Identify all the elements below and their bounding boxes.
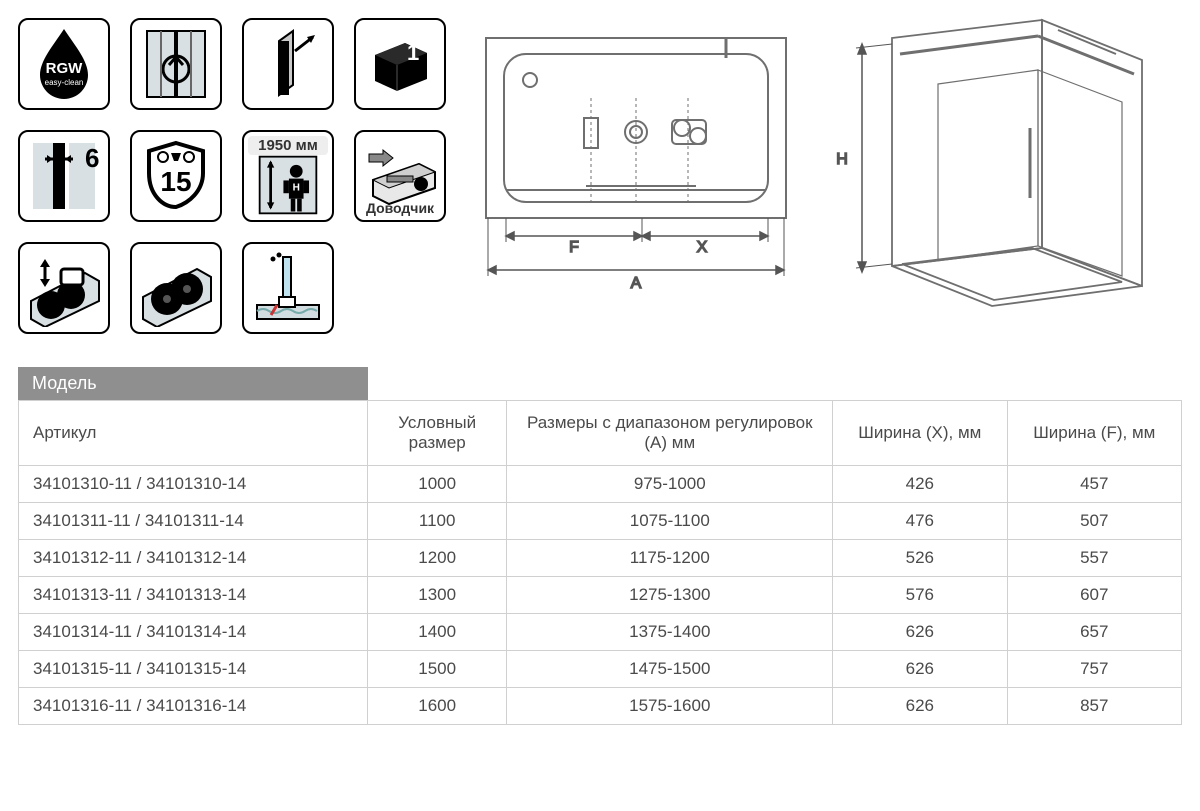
table-cell: 526 xyxy=(833,540,1007,577)
table-cell: 1300 xyxy=(367,577,507,614)
drip-seal-icon xyxy=(242,242,334,334)
svg-text:6: 6 xyxy=(85,143,99,173)
svg-text:1: 1 xyxy=(407,40,419,65)
table-cell: 557 xyxy=(1007,540,1181,577)
table-row: 34101314-11 / 34101314-1414001375-140062… xyxy=(19,614,1182,651)
package-count-icon: 1 xyxy=(354,18,446,110)
svg-text:H: H xyxy=(293,182,300,193)
svg-text:A: A xyxy=(631,275,642,292)
table-row: 34101316-11 / 34101316-1416001575-160062… xyxy=(19,688,1182,725)
col-article: Артикул xyxy=(19,401,368,466)
table-cell: 1500 xyxy=(367,651,507,688)
table-cell: 507 xyxy=(1007,503,1181,540)
height-label: 1950 мм xyxy=(248,136,328,155)
table-row: 34101315-11 / 34101315-1415001475-150062… xyxy=(19,651,1182,688)
glass-thickness-icon: 6 xyxy=(18,130,110,222)
height-icon: 1950 мм H xyxy=(242,130,334,222)
col-width-x: Ширина (Х), мм xyxy=(833,401,1007,466)
technical-diagrams: F X A xyxy=(476,18,1182,334)
svg-text:15: 15 xyxy=(160,166,191,197)
table-cell: 1175-1200 xyxy=(507,540,833,577)
easy-clean-icon: RGW easy-clean xyxy=(18,18,110,110)
top-view-diagram: F X A xyxy=(476,18,806,298)
table-cell: 1000 xyxy=(367,466,507,503)
table-cell: 426 xyxy=(833,466,1007,503)
table-cell: 757 xyxy=(1007,651,1181,688)
table-cell: 1475-1500 xyxy=(507,651,833,688)
spec-table-section: Модель Артикул Условный размер Размеры с… xyxy=(18,359,1182,725)
table-header-row: Артикул Условный размер Размеры с диапаз… xyxy=(19,401,1182,466)
adjustable-roller-icon xyxy=(18,242,110,334)
door-release-icon xyxy=(130,18,222,110)
table-cell: 34101311-11 / 34101311-14 xyxy=(19,503,368,540)
spec-table: Артикул Условный размер Размеры с диапаз… xyxy=(18,400,1182,725)
table-cell: 626 xyxy=(833,688,1007,725)
table-cell: 857 xyxy=(1007,688,1181,725)
soft-closer-icon: Доводчик xyxy=(354,130,446,222)
table-cell: 626 xyxy=(833,651,1007,688)
table-cell: 1100 xyxy=(367,503,507,540)
closer-label: Доводчик xyxy=(356,200,444,216)
table-cell: 576 xyxy=(833,577,1007,614)
svg-text:H: H xyxy=(836,151,848,168)
col-width-f: Ширина (F), мм xyxy=(1007,401,1181,466)
table-cell: 1075-1100 xyxy=(507,503,833,540)
svg-text:RGW: RGW xyxy=(46,60,84,77)
table-cell: 34101315-11 / 34101315-14 xyxy=(19,651,368,688)
model-header: Модель xyxy=(18,367,368,400)
table-cell: 34101310-11 / 34101310-14 xyxy=(19,466,368,503)
table-cell: 975-1000 xyxy=(507,466,833,503)
col-nominal: Условный размер xyxy=(367,401,507,466)
table-cell: 34101316-11 / 34101316-14 xyxy=(19,688,368,725)
svg-text:easy-clean: easy-clean xyxy=(45,78,84,87)
table-cell: 626 xyxy=(833,614,1007,651)
feature-icons-grid: RGW easy-clean xyxy=(18,18,446,334)
table-cell: 607 xyxy=(1007,577,1181,614)
col-range: Размеры с диапазоном регулировок (А) мм xyxy=(507,401,833,466)
svg-text:X: X xyxy=(697,239,708,256)
table-cell: 34101312-11 / 34101312-14 xyxy=(19,540,368,577)
table-cell: 1600 xyxy=(367,688,507,725)
svg-text:F: F xyxy=(569,239,579,256)
profile-icon xyxy=(242,18,334,110)
table-cell: 1400 xyxy=(367,614,507,651)
table-cell: 657 xyxy=(1007,614,1181,651)
table-cell: 457 xyxy=(1007,466,1181,503)
table-row: 34101310-11 / 34101310-141000975-1000426… xyxy=(19,466,1182,503)
table-cell: 1275-1300 xyxy=(507,577,833,614)
table-cell: 34101314-11 / 34101314-14 xyxy=(19,614,368,651)
iso-view-diagram: H xyxy=(822,18,1152,318)
table-cell: 1375-1400 xyxy=(507,614,833,651)
table-cell: 34101313-11 / 34101313-14 xyxy=(19,577,368,614)
table-cell: 476 xyxy=(833,503,1007,540)
table-cell: 1575-1600 xyxy=(507,688,833,725)
table-row: 34101312-11 / 34101312-1412001175-120052… xyxy=(19,540,1182,577)
table-cell: 1200 xyxy=(367,540,507,577)
table-row: 34101313-11 / 34101313-1413001275-130057… xyxy=(19,577,1182,614)
warranty-icon: 15 xyxy=(130,130,222,222)
table-row: 34101311-11 / 34101311-1411001075-110047… xyxy=(19,503,1182,540)
double-roller-icon xyxy=(130,242,222,334)
